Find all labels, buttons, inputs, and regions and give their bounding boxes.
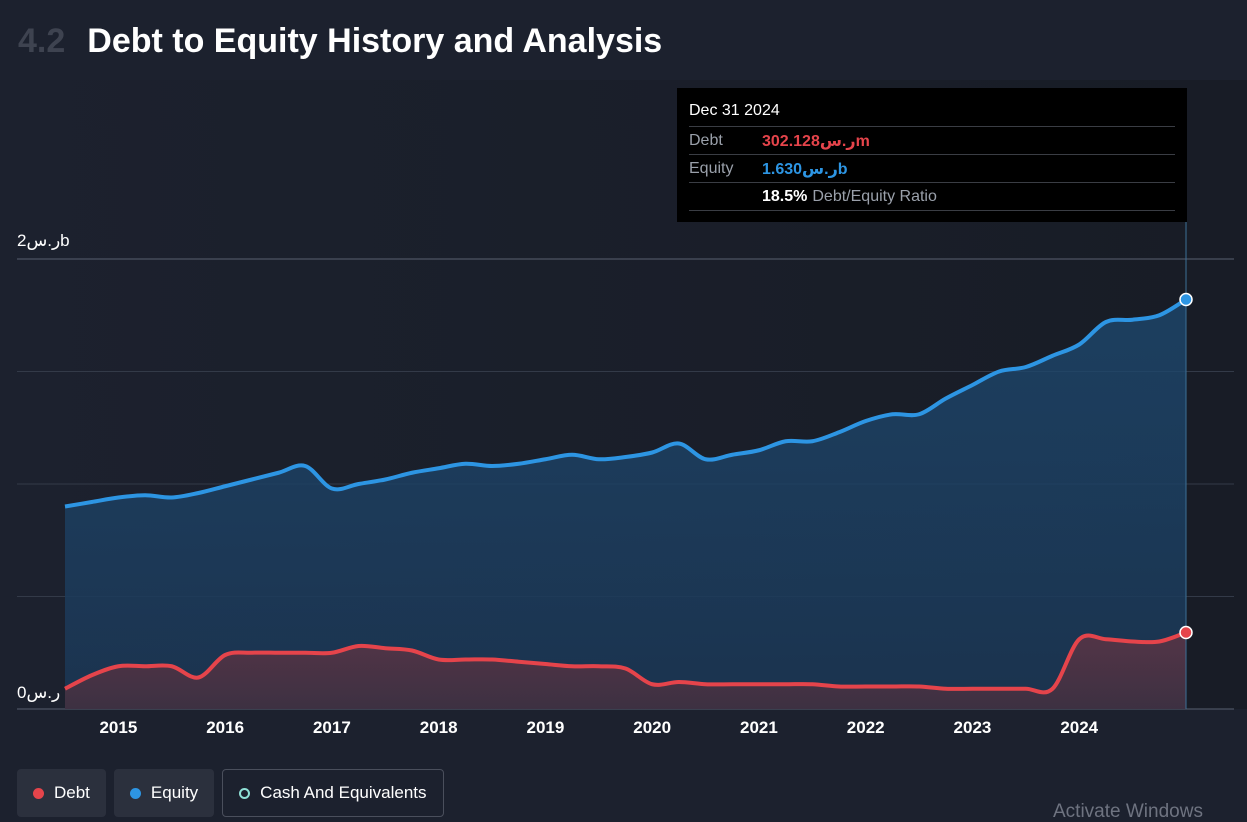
x-tick-label: 2022 xyxy=(846,718,885,737)
tooltip-equity-label: Equity xyxy=(689,159,734,177)
section-number: 4.2 xyxy=(18,22,66,60)
debt-line xyxy=(64,630,1187,695)
x-tick-label: 2023 xyxy=(953,718,992,737)
debt-hover-point xyxy=(1179,625,1193,640)
debt-dot-icon xyxy=(33,787,44,799)
tooltip-debt-label: Debt xyxy=(689,131,723,149)
header: 4.2 Debt to Equity History and Analysis xyxy=(18,22,662,61)
legend-debt-button[interactable]: Debt xyxy=(17,769,106,817)
x-tick-label: 2020 xyxy=(633,718,672,737)
tooltip-ratio-value: 18.5% xyxy=(762,187,808,205)
legend-cash-label: Cash And Equivalents xyxy=(260,783,427,802)
tooltip: Dec 31 2024 Debt 302.128ر.سm Equity 1.63… xyxy=(677,88,1187,222)
tooltip-equity-value: 1.630ر.سb xyxy=(762,160,848,178)
legend: Debt Equity Cash And Equivalents xyxy=(17,769,444,817)
x-tick-label: 2024 xyxy=(1060,718,1099,737)
tooltip-debt-value: 302.128ر.سm xyxy=(762,132,870,150)
equity-dot-icon xyxy=(129,787,141,799)
x-tick-label: 2018 xyxy=(419,718,458,737)
legend-equity-button[interactable]: Equity xyxy=(113,769,215,817)
legend-equity-label: Equity xyxy=(150,783,199,802)
x-tick-label: 2017 xyxy=(312,718,351,737)
x-tick-label: 2015 xyxy=(99,718,138,737)
x-tick-label: 2021 xyxy=(740,718,778,737)
page-title: Debt to Equity History and Analysis xyxy=(87,22,663,60)
debt-equity-chart[interactable] xyxy=(0,0,1247,760)
tooltip-ratio-label: Debt/Equity Ratio xyxy=(812,187,937,205)
tooltip-date: Dec 31 2024 xyxy=(689,102,1175,127)
y-tick-label-zero: 0ر.س xyxy=(17,683,61,702)
legend-cash-button[interactable]: Cash And Equivalents xyxy=(222,769,444,817)
x-tick-label: 2016 xyxy=(206,718,245,737)
x-tick-label: 2019 xyxy=(526,718,565,737)
debt-area xyxy=(65,632,1186,709)
tooltip-equity-row: Equity 1.630ر.سb xyxy=(689,155,1175,183)
tooltip-debt-row: Debt 302.128ر.سm xyxy=(689,127,1175,155)
equity-line xyxy=(64,297,1188,509)
equity-hover-point xyxy=(1179,292,1193,307)
equity-area xyxy=(65,299,1186,709)
legend-debt-label: Debt xyxy=(54,783,90,802)
cash-dot-icon xyxy=(239,787,251,799)
y-tick-label-top: 2ر.سb xyxy=(17,231,70,250)
activate-windows-watermark: Activate Windows xyxy=(1053,801,1203,822)
tooltip-ratio-row: 18.5% Debt/Equity Ratio xyxy=(689,183,1175,211)
